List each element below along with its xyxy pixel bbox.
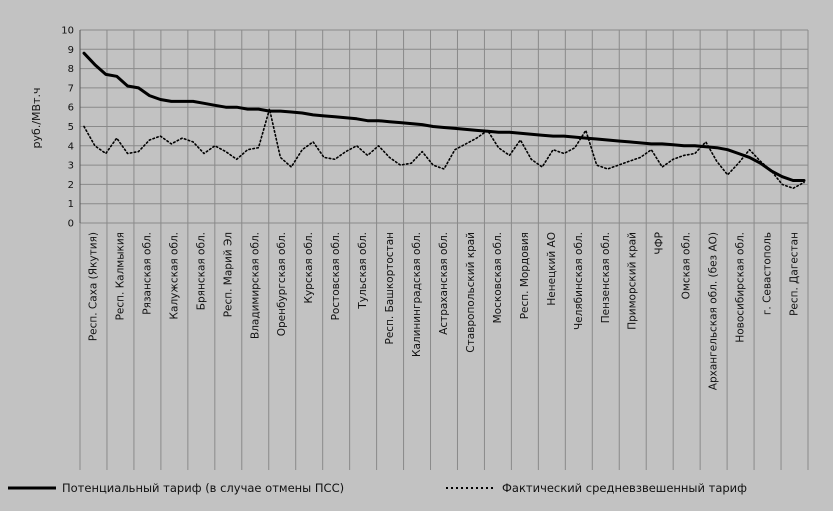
series-line-actual [83, 108, 805, 190]
series-layer [82, 51, 806, 190]
x-tick-label: Калужская обл. [168, 232, 180, 319]
y-tick-label: 10 [61, 26, 74, 37]
x-tick-label: Ростовская обл. [330, 232, 342, 320]
x-axis: Респ. Саха (Якутия) Респ. Калмыкия Рязанск… [87, 232, 800, 390]
y-axis-label: руб./МВт.ч [30, 88, 43, 149]
x-tick-label: Пензенская обл. [600, 232, 612, 323]
y-tick-label: 4 [68, 141, 74, 152]
x-tick-label: г. Севастополь [762, 232, 774, 315]
x-tick-label: Респ. Башкортостан [384, 232, 396, 345]
x-tick-label: Оренбургская обл. [276, 232, 288, 336]
x-tick-label: Челябинская обл. [573, 232, 585, 330]
x-tick-label: Архангельская обл. (без АО) [708, 232, 720, 390]
x-tick-label: Приморский край [627, 232, 639, 330]
x-tick-label: Респ. Мордовия [519, 232, 531, 319]
x-tick-label: Владимирская обл. [249, 232, 261, 339]
y-tick-label: 6 [68, 103, 74, 114]
x-tick-label: Омская обл. [681, 232, 693, 299]
legend: Потенциальный тариф (в случае отмены ПСС… [8, 481, 747, 495]
y-axis: 0 1 2 3 4 5 6 7 8 9 10 [61, 26, 81, 230]
legend-label-actual: Фактический средневзвешенный тариф [502, 481, 747, 495]
x-tick-label: Курская обл. [303, 232, 315, 304]
x-tick-label: Калининградская обл. [411, 232, 423, 357]
y-tick-label: 0 [68, 219, 74, 230]
y-tick-label: 2 [68, 180, 74, 191]
x-tick-label: Рязанская обл. [141, 232, 153, 315]
x-tick-label: Московская обл. [492, 232, 504, 323]
x-tick-label: Респ. Дагестан [789, 232, 801, 316]
y-tick-label: 5 [68, 122, 74, 133]
y-tick-label: 8 [68, 64, 74, 75]
y-tick-label: 9 [68, 45, 74, 56]
series-line-potential [82, 51, 806, 182]
x-tick-label: Респ. Саха (Якутия) [87, 232, 99, 341]
x-tick-label: Новосибирская обл. [735, 232, 747, 343]
x-tick-label: Тульская обл. [357, 232, 369, 310]
y-tick-label: 7 [68, 83, 74, 94]
x-tick-label: Ненецкий АО [546, 232, 558, 306]
x-tick-label: Респ. Марий Эл [222, 232, 234, 317]
x-tick-label: Брянская обл. [195, 232, 207, 310]
x-tick-label: ЧФР [654, 232, 666, 255]
legend-label-potential: Потенциальный тариф (в случае отмены ПСС… [62, 481, 344, 495]
x-tick-label: Ставропольский край [465, 232, 477, 353]
y-tick-label: 3 [68, 161, 74, 172]
x-tick-label: Астраханская обл. [438, 232, 450, 335]
x-tick-label: Респ. Калмыкия [114, 232, 126, 320]
y-tick-label: 1 [68, 199, 74, 210]
